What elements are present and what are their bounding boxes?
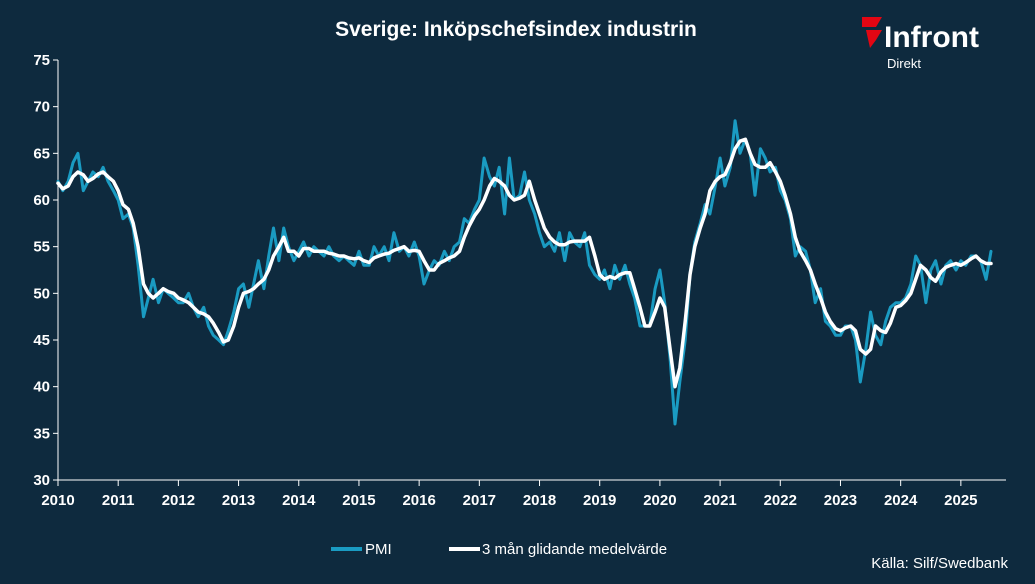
x-tick-label: 2012 bbox=[162, 492, 195, 509]
infront-logo: Infront Direkt bbox=[862, 17, 979, 71]
series-layer bbox=[56, 119, 993, 426]
infront-mark-icon bbox=[862, 17, 882, 48]
x-tick-label: 2011 bbox=[102, 492, 135, 509]
x-tick-label: 2022 bbox=[764, 492, 797, 509]
pmi-series-line bbox=[56, 119, 993, 426]
x-tick-label: 2017 bbox=[463, 492, 496, 509]
y-tick-label: 75 bbox=[33, 52, 50, 69]
y-tick-label: 35 bbox=[33, 425, 50, 442]
x-tick-label: 2020 bbox=[643, 492, 676, 509]
x-tick-label: 2025 bbox=[944, 492, 977, 509]
x-tick-label: 2019 bbox=[583, 492, 616, 509]
legend-label-avg: 3 mån glidande medelvärde bbox=[482, 541, 667, 558]
x-tick-label: 2024 bbox=[884, 492, 918, 509]
x-tick-label: 2023 bbox=[824, 492, 857, 509]
x-tick-label: 2010 bbox=[41, 492, 74, 509]
y-axis: 30 35 40 45 50 55 60 65 70 75 bbox=[33, 52, 59, 489]
y-tick-label: 45 bbox=[33, 332, 50, 349]
chart-title: Sverige: Inköpschefsindex industrin bbox=[335, 18, 697, 41]
brand-sub: Direkt bbox=[887, 56, 921, 71]
x-tick-label: 2014 bbox=[282, 492, 316, 509]
y-tick-label: 55 bbox=[33, 239, 50, 256]
y-tick-label: 40 bbox=[33, 379, 50, 396]
brand-name: Infront bbox=[884, 21, 979, 54]
moving-average-series-line bbox=[56, 137, 993, 389]
x-tick-label: 2013 bbox=[222, 492, 255, 509]
y-tick-label: 65 bbox=[33, 145, 50, 162]
y-tick-label: 30 bbox=[33, 472, 50, 489]
y-tick-label: 50 bbox=[33, 285, 50, 302]
x-tick-label: 2016 bbox=[402, 492, 435, 509]
x-tick-label: 2021 bbox=[703, 492, 736, 509]
y-tick-label: 60 bbox=[33, 192, 50, 209]
x-axis: 2010 2011 2012 2013 2014 2015 2016 2017 2018 2019… bbox=[41, 479, 1006, 509]
x-tick-label: 2015 bbox=[342, 492, 375, 509]
legend-label-pmi: PMI bbox=[365, 541, 392, 558]
x-tick-label: 2018 bbox=[523, 492, 556, 509]
legend: PMI 3 mån glidande medelvärde bbox=[331, 541, 667, 558]
y-tick-label: 70 bbox=[33, 99, 50, 116]
source-note: Källa: Silf/Swedbank bbox=[871, 555, 1008, 572]
